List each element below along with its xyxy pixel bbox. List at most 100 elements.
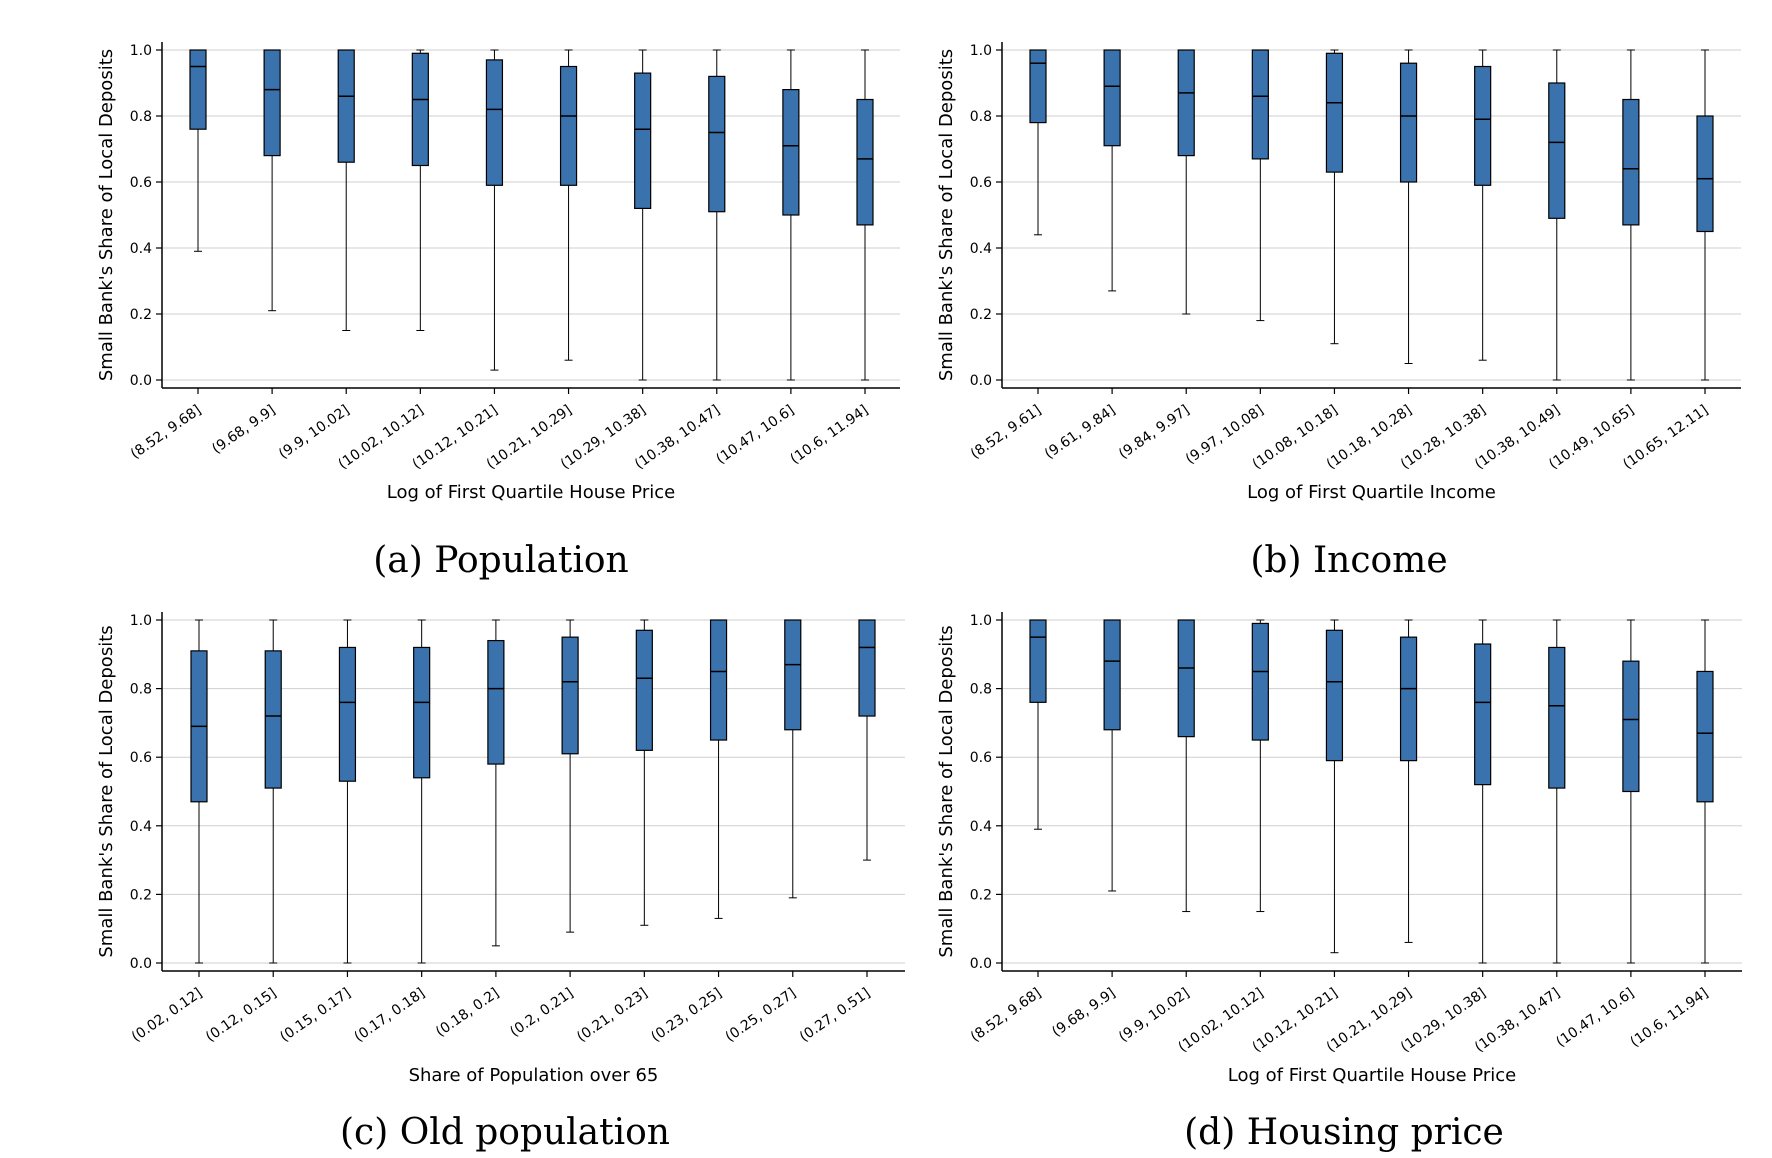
box-iqr <box>708 75 726 213</box>
box-iqr <box>1177 49 1195 157</box>
chart-d-svg: 0.0 0.2 0.4 0.6 0.8 1.0 (8.52, 9.68] (9.68, 9.9… <box>936 612 1742 1086</box>
box-a-4 <box>485 49 504 371</box>
x-tick-label: (8.52, 9.68] <box>128 402 204 462</box>
box-c-3 <box>413 619 431 964</box>
y-tick-label: 0.4 <box>130 819 152 835</box>
box-b-6 <box>1474 49 1492 361</box>
x-tick-label: (10.6, 11.94] <box>788 402 872 467</box>
y-tick-label: 0.0 <box>130 956 152 972</box>
box-a-0 <box>189 49 207 252</box>
y-tick-label: 0.0 <box>970 956 992 972</box>
box-iqr <box>263 49 281 157</box>
caption-a: (a) Population <box>373 540 629 581</box>
box-c-1 <box>264 619 282 964</box>
box-iqr <box>1474 643 1492 786</box>
x-tick-label: (0.17, 0.18] <box>351 985 427 1045</box>
y-axis-label: Small Bank's Share of Local Deposits <box>936 625 957 957</box>
box-b-4 <box>1325 49 1344 345</box>
box-iqr <box>1474 65 1492 186</box>
x-tick-label: (9.84, 9.97] <box>1116 402 1192 462</box>
box-b-8 <box>1622 49 1640 381</box>
chart-panel-b: 0.0 0.2 0.4 0.6 0.8 1.0 (8.52, 9.61] (9.61, 9.8… <box>886 0 1772 579</box>
x-axis-label: Share of Population over 65 <box>409 1065 659 1086</box>
box-a-1 <box>263 49 281 312</box>
y-tick-label: 0.6 <box>970 750 992 766</box>
x-tick-label: (0.15, 0.17] <box>277 985 353 1045</box>
y-tick-label: 1.0 <box>130 43 152 59</box>
box-a-3 <box>411 49 429 331</box>
x-tick-label: (9.68, 9.9] <box>209 402 278 457</box>
y-tick-label: 0.6 <box>130 175 152 191</box>
box-b-9 <box>1696 49 1714 381</box>
x-tick-label: (10.47, 10.6] <box>713 402 797 467</box>
chart-b-svg: 0.0 0.2 0.4 0.6 0.8 1.0 (8.52, 9.61](9.61, 9.8… <box>936 42 1741 503</box>
chart-a-svg: 0.0 0.2 0.4 0.6 0.8 1.0 (8.52, 9.68] (9.68, 9.9… <box>96 42 900 503</box>
box-iqr <box>413 646 431 779</box>
box-d-0 <box>1029 619 1047 830</box>
y-tick-label: 0.0 <box>970 373 992 389</box>
box-iqr <box>338 646 357 782</box>
box-iqr <box>1251 622 1269 741</box>
x-tick-label: (0.12, 0.15] <box>203 985 279 1045</box>
box-iqr <box>784 619 802 731</box>
box-iqr <box>856 98 874 226</box>
box-d-6 <box>1474 619 1492 964</box>
x-tick-label: (9.68, 9.9] <box>1049 985 1118 1040</box>
box-d-8 <box>1622 619 1640 964</box>
chart-panel-a: 0.0 0.2 0.4 0.6 0.8 1.0 (8.52, 9.68] (9.68, 9.9… <box>0 0 900 579</box>
box-d-9 <box>1696 619 1714 964</box>
x-tick-label: (9.61, 9.84] <box>1042 402 1118 462</box>
box-iqr <box>1548 646 1566 789</box>
box-iqr <box>1696 670 1714 803</box>
box-iqr <box>1103 49 1121 147</box>
box-iqr <box>1103 619 1121 731</box>
y-tick-label: 0.8 <box>970 682 992 698</box>
box-c-2 <box>338 619 357 964</box>
box-iqr <box>189 49 207 130</box>
y-tick-label: 0.2 <box>970 887 992 903</box>
x-tick-label: (8.52, 9.68] <box>968 985 1044 1045</box>
y-tick-label: 0.4 <box>130 241 152 257</box>
x-axis-label: Log of First Quartile Income <box>1247 482 1496 503</box>
box-iqr <box>561 636 579 755</box>
box-a-6 <box>634 49 652 381</box>
y-tick-label: 0.2 <box>130 887 152 903</box>
x-tick-label: (9.9, 10.02] <box>1116 985 1192 1045</box>
box-a-8 <box>782 49 800 381</box>
y-tick-label: 0.4 <box>970 819 992 835</box>
box-a-9 <box>856 49 874 381</box>
y-tick-label: 0.8 <box>130 682 152 698</box>
x-tick-label: (10.6, 11.94] <box>1628 985 1712 1050</box>
y-tick-label: 0.8 <box>970 109 992 125</box>
chart-panel-c: 0.0 0.2 0.4 0.6 0.8 1.0 (0.02, 0.12] (0.12, 0.1… <box>0 579 905 1158</box>
box-iqr <box>1177 619 1195 738</box>
box-iqr <box>634 72 652 210</box>
caption-c: (c) Old population <box>340 1112 670 1153</box>
y-tick-label: 1.0 <box>130 613 152 629</box>
x-tick-label: (0.21, 0.23] <box>574 985 650 1045</box>
box-c-5 <box>561 619 579 933</box>
box-d-4 <box>1325 619 1344 954</box>
box-iqr <box>858 619 876 717</box>
box-d-2 <box>1177 619 1195 913</box>
y-tick-label: 1.0 <box>970 43 992 59</box>
chart-c-svg: 0.0 0.2 0.4 0.6 0.8 1.0 (0.02, 0.12](0.12, 0.1… <box>96 612 905 1086</box>
y-tick-label: 0.2 <box>130 307 152 323</box>
box-iqr <box>1622 660 1640 793</box>
caption-b: (b) Income <box>1250 540 1448 581</box>
box-iqr <box>1325 629 1344 762</box>
y-tick-label: 0.6 <box>130 750 152 766</box>
y-axis-label: Small Bank's Share of Local Deposits <box>96 625 117 957</box>
y-tick-label: 0.0 <box>130 373 152 389</box>
box-iqr <box>1325 52 1344 173</box>
box-d-1 <box>1103 619 1121 892</box>
x-tick-label: (10.47, 10.6] <box>1553 985 1637 1050</box>
box-b-3 <box>1251 49 1269 322</box>
box-iqr <box>709 619 728 741</box>
y-tick-label: 1.0 <box>970 613 992 629</box>
x-tick-label: (0.25, 0.27] <box>723 985 799 1045</box>
box-iqr <box>1399 636 1418 762</box>
box-iqr <box>1251 49 1269 160</box>
box-iqr <box>782 88 800 216</box>
x-axis-label: Log of First Quartile House Price <box>387 482 675 503</box>
